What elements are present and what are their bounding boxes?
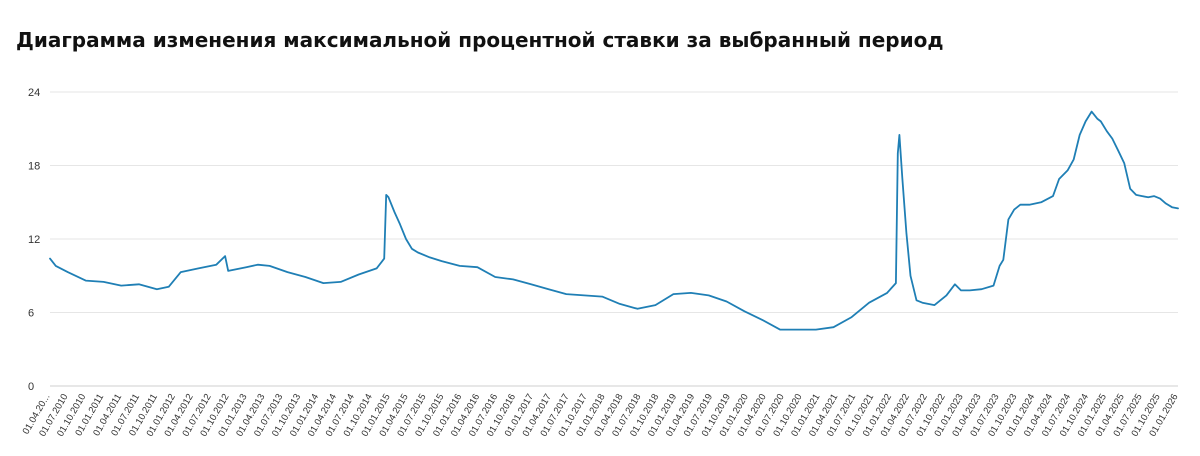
- y-tick-label: 24: [28, 87, 40, 99]
- series-layer: [49, 110, 1179, 331]
- y-tick-label: 6: [28, 308, 34, 320]
- grid-lines: [50, 91, 1178, 387]
- y-tick-label: 12: [28, 234, 40, 246]
- y-axis-ticks: 0 6 12 18 24: [28, 87, 40, 393]
- series-line: [49, 110, 1179, 331]
- x-axis-ticks: 01.04.20...01.07.201001.10.201001.01.201…: [21, 392, 1181, 439]
- y-tick-label: 18: [28, 161, 40, 173]
- y-tick-label: 0: [28, 381, 34, 393]
- chart-title: Диаграмма изменения максимальной процент…: [16, 28, 944, 52]
